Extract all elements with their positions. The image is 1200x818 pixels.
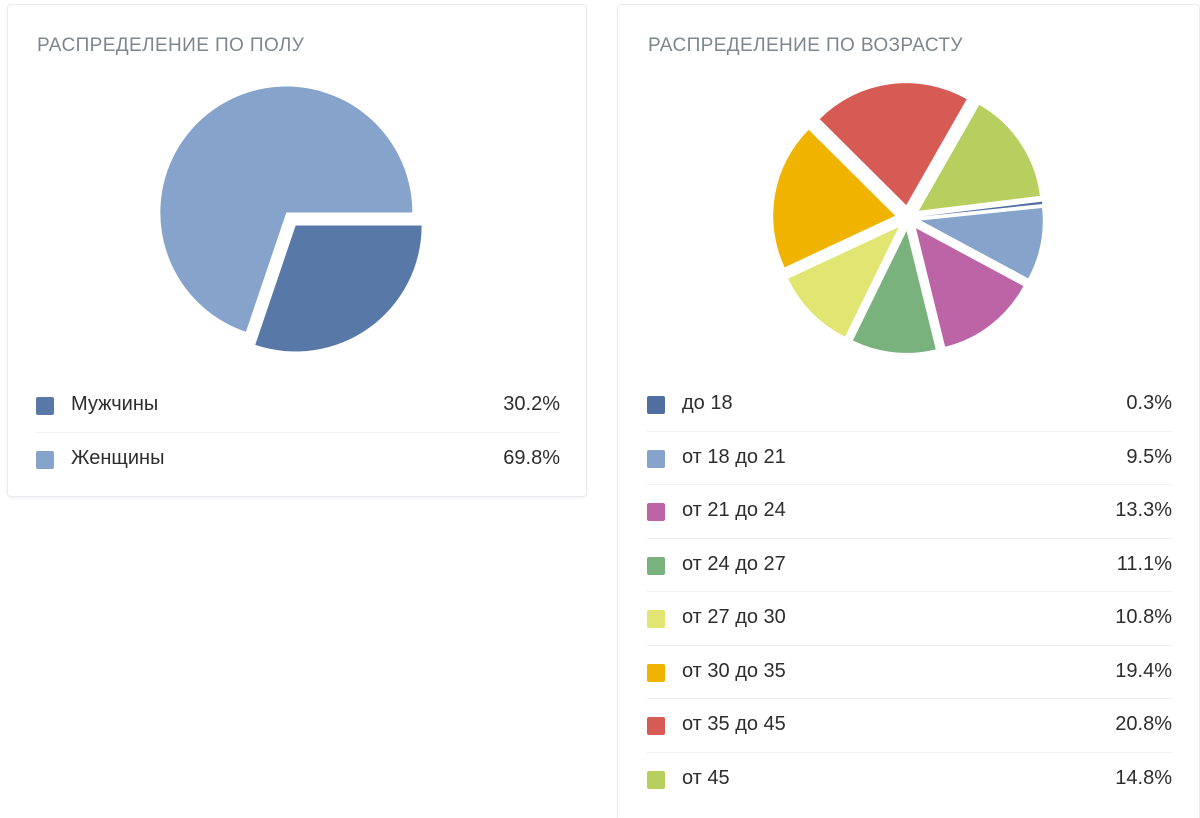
legend-item-muzhchiny: Мужчины 30.2%: [36, 379, 560, 433]
gender-legend: Мужчины 30.2% Женщины 69.8%: [36, 379, 560, 486]
legend-label: от 24 до 27: [682, 552, 786, 575]
age-pie-chart: [773, 83, 1043, 353]
legend-item-ot-24-do-27: от 24 до 27 11.1%: [647, 539, 1172, 592]
pie-slice-zhenschiny: [160, 86, 413, 332]
legend-value: 20.8%: [1115, 713, 1172, 735]
legend-item-ot-21-do-24: от 21 до 24 13.3%: [647, 485, 1172, 539]
legend-swatch: [647, 770, 665, 789]
gender-distribution-card: РАСПРЕДЕЛЕНИЕ ПО ПОЛУ Мужчины 30.2% Женщин…: [7, 4, 587, 497]
legend-item-ot-27-do-30: от 27 до 30 10.8%: [647, 592, 1172, 646]
pie-slice-ot-24-do-27: [852, 230, 936, 353]
pie-slice-ot-35-do-45: [819, 83, 967, 206]
legend-item-ot-35-do-45: от 35 до 45 20.8%: [647, 699, 1172, 753]
legend-label: от 30 до 35: [682, 659, 786, 682]
legend-swatch: [647, 556, 665, 575]
pie-slice-ot-21-do-24: [915, 228, 1024, 347]
legend-value: 11.1%: [1116, 552, 1172, 575]
legend-swatch: [647, 449, 665, 468]
legend-swatch: [36, 450, 54, 469]
legend-label: от 45: [682, 766, 730, 789]
age-distribution-card: РАСПРЕДЕЛЕНИЕ ПО ВОЗРАСТУ до 18 0.3% от 18…: [617, 4, 1200, 818]
legend-swatch: [647, 663, 665, 682]
legend-label: Женщины: [71, 446, 165, 469]
legend-label: от 27 до 30: [682, 606, 786, 628]
legend-item-ot-45: от 45 14.8%: [647, 753, 1172, 807]
legend-swatch: [647, 717, 665, 735]
legend-value: 30.2%: [503, 393, 560, 415]
pie-slice-ot-45: [918, 104, 1040, 211]
legend-value: 0.3%: [1126, 392, 1172, 414]
legend-value: 69.8%: [503, 446, 560, 469]
gender-pie-chart: [160, 86, 422, 352]
legend-label: от 18 до 21: [682, 445, 786, 468]
legend-swatch: [647, 610, 665, 628]
age-legend: до 18 0.3% от 18 до 21 9.5% от 21 до 24 13.3%…: [647, 378, 1172, 806]
age-chart-title: РАСПРЕДЕЛЕНИЕ ПО ВОЗРАСТУ: [648, 35, 963, 56]
legend-label: до 18: [682, 392, 733, 414]
pie-slice-ot-30-do-35: [773, 129, 896, 268]
legend-swatch: [36, 397, 54, 415]
legend-swatch: [647, 503, 665, 521]
pie-slice-do-18: [920, 201, 1043, 217]
pie-slice-ot-18-do-21: [920, 207, 1043, 279]
legend-item-ot-30-do-35: от 30 до 35 19.4%: [647, 646, 1172, 699]
legend-swatch: [647, 396, 665, 414]
gender-chart-title: РАСПРЕДЕЛЕНИЕ ПО ПОЛУ: [37, 35, 305, 56]
pie-slice-ot-27-do-30: [788, 227, 899, 337]
legend-value: 14.8%: [1115, 766, 1172, 789]
legend-value: 13.3%: [1115, 499, 1172, 521]
legend-label: Мужчины: [71, 393, 159, 415]
legend-value: 9.5%: [1126, 445, 1172, 468]
pie-slice-muzhchiny: [255, 225, 422, 352]
legend-value: 19.4%: [1115, 659, 1172, 682]
legend-value: 10.8%: [1115, 606, 1172, 628]
legend-label: от 21 до 24: [682, 499, 786, 521]
legend-label: от 35 до 45: [682, 713, 786, 735]
legend-item-ot-18-do-21: от 18 до 21 9.5%: [647, 432, 1172, 485]
legend-item-zhenschiny: Женщины 69.8%: [36, 433, 560, 487]
legend-item-do-18: до 18 0.3%: [647, 378, 1172, 432]
